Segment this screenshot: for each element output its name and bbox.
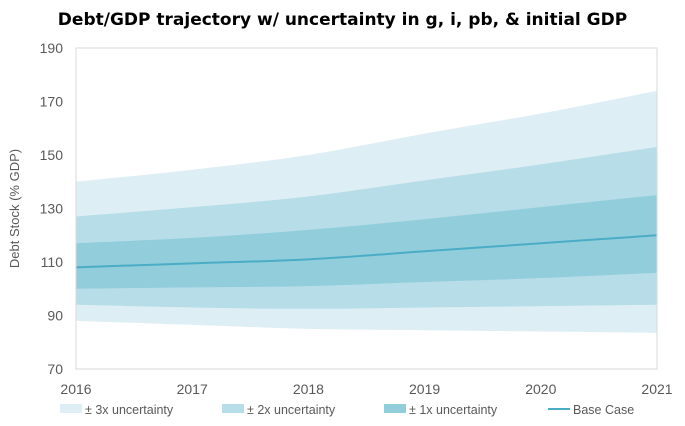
x-tick-label: 2016 (60, 381, 91, 397)
y-tick-label: 130 (40, 201, 64, 217)
legend-swatch (384, 404, 406, 413)
legend-swatch (60, 404, 82, 413)
x-tick-label: 2021 (641, 381, 672, 397)
x-tick-label: 2019 (409, 381, 440, 397)
legend-swatch (222, 404, 244, 413)
x-tick-label: 2020 (525, 381, 556, 397)
legend-label: Base Case (573, 403, 634, 417)
y-tick-label: 190 (40, 40, 64, 56)
legend-label: ± 3x uncertainty (85, 403, 174, 417)
legend-label: ± 2x uncertainty (247, 403, 336, 417)
y-tick-label: 170 (40, 94, 64, 110)
x-tick-label: 2017 (177, 381, 208, 397)
y-tick-label: 110 (41, 254, 64, 270)
chart-title: Debt/GDP trajectory w/ uncertainty in g,… (57, 10, 628, 30)
x-tick-label: 2018 (293, 381, 324, 397)
y-tick-label: 150 (40, 147, 64, 163)
y-tick-label: 70 (47, 361, 63, 377)
band-3x-area (76, 195, 657, 289)
legend-label: ± 1x uncertainty (409, 403, 498, 417)
plot-area-border (75, 47, 658, 370)
y-axis-title: Debt Stock (% GDP) (7, 149, 22, 268)
y-tick-label: 90 (47, 308, 63, 324)
series-line-1 (75, 234, 658, 269)
